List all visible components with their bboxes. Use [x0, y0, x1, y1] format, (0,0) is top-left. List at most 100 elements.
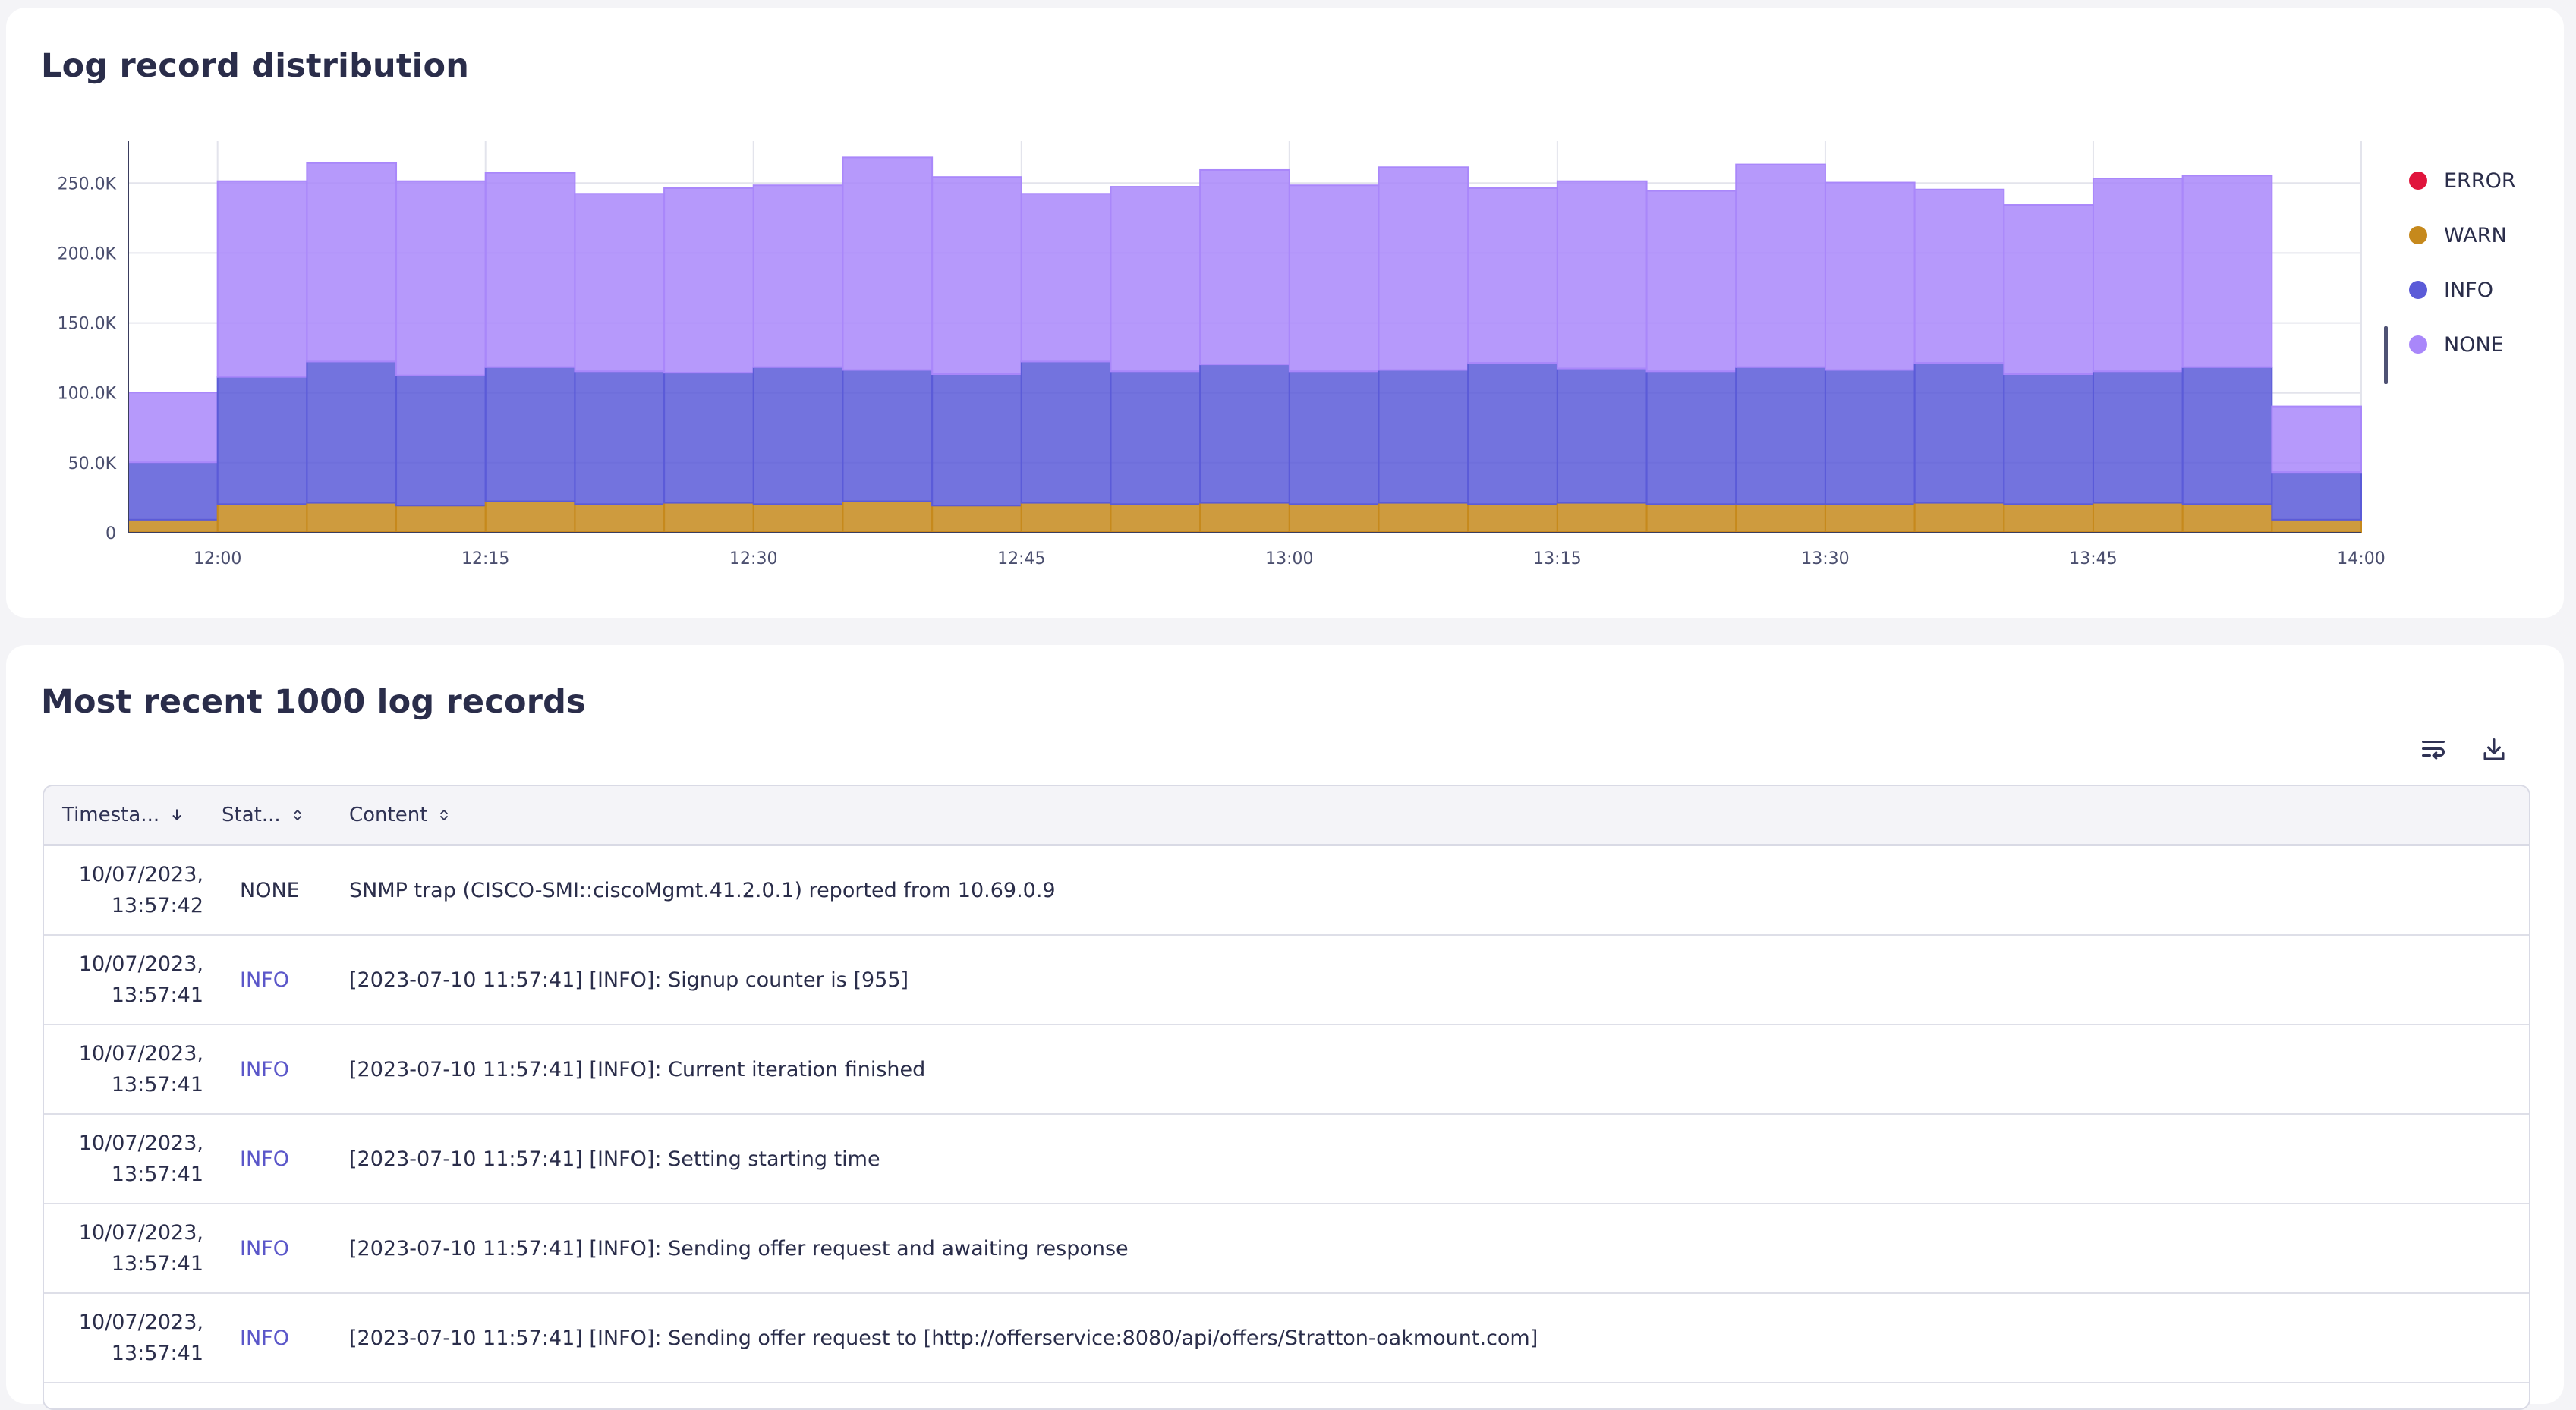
bar-segment-warn[interactable] [2181, 503, 2273, 533]
bar-segment-none[interactable] [1020, 193, 1112, 363]
bar-segment-warn[interactable] [395, 505, 487, 533]
content-cell: [2023-07-10 11:57:41] [INFO]: Sending of… [349, 1236, 1129, 1261]
timestamp-time: 13:57:42 [111, 894, 203, 917]
bar-segment-info[interactable] [1110, 370, 1201, 505]
bar-segment-info[interactable] [2181, 366, 2273, 505]
bar-segment-warn[interactable] [931, 505, 1022, 533]
bar-segment-none[interactable] [484, 172, 576, 368]
bar-segment-info[interactable] [1288, 370, 1380, 505]
bar-segment-none[interactable] [1288, 184, 1380, 373]
bar-segment-warn[interactable] [484, 500, 576, 533]
bar-segment-info[interactable] [2003, 373, 2094, 505]
bar-segment-none[interactable] [2092, 178, 2184, 373]
bar-segment-none[interactable] [931, 176, 1022, 376]
table-row[interactable]: 10/07/2023, 13:57:41 INFO [2023-07-10 11… [44, 1294, 2529, 1383]
bar-segment-info[interactable] [1645, 370, 1737, 505]
bar-segment-warn[interactable] [1913, 502, 2005, 533]
bar-segment-none[interactable] [2271, 405, 2363, 474]
bar-segment-none[interactable] [1645, 190, 1737, 373]
bar-segment-none[interactable] [842, 156, 934, 371]
bar-segment-info[interactable] [306, 360, 398, 504]
bar-segment-none[interactable] [1110, 186, 1201, 373]
column-header-status[interactable]: Stat... [213, 804, 340, 826]
legend-item-info[interactable]: INFO [2409, 263, 2553, 317]
bar-segment-warn[interactable] [752, 503, 844, 533]
bar-segment-none[interactable] [1556, 180, 1648, 370]
y-tick-label: 50.0K [68, 455, 117, 474]
bar-segment-none[interactable] [752, 184, 844, 368]
bar-segment-info[interactable] [1199, 364, 1290, 504]
table-row[interactable]: 10/07/2023, 13:57:42 NONE SNMP trap (CIS… [44, 846, 2529, 936]
bar-segment-info[interactable] [1913, 362, 2005, 504]
bar-segment-info[interactable] [1824, 369, 1916, 505]
bar-segment-warn[interactable] [1020, 502, 1112, 533]
bar-segment-info[interactable] [663, 372, 754, 504]
table-row[interactable]: 10/07/2023, 13:57:41 INFO [2023-07-10 11… [44, 1115, 2529, 1204]
bar-segment-warn[interactable] [128, 518, 219, 533]
bar-segment-warn[interactable] [2003, 503, 2094, 533]
legend-scrollbar[interactable] [2384, 326, 2388, 384]
bar-segment-none[interactable] [2003, 204, 2094, 376]
bar-segment-warn[interactable] [1735, 503, 1826, 533]
column-header-timestamp[interactable]: Timesta... [44, 804, 213, 826]
legend-item-warn[interactable]: WARN [2409, 208, 2553, 263]
bar-segment-warn[interactable] [1288, 503, 1380, 533]
legend-item-error[interactable]: ERROR [2409, 153, 2553, 208]
legend-item-none[interactable]: NONE [2409, 317, 2553, 372]
bar-segment-none[interactable] [306, 162, 398, 363]
bar-segment-warn[interactable] [1645, 503, 1737, 533]
bar-segment-warn[interactable] [216, 503, 308, 533]
table-row[interactable]: 10/07/2023, 13:57:41 INFO [2023-07-10 11… [44, 1025, 2529, 1115]
table-row[interactable]: 10/07/2023, 13:57:41 INFO [2023-07-10 11… [44, 936, 2529, 1025]
bar-segment-info[interactable] [1020, 360, 1112, 504]
bar-segment-none[interactable] [395, 180, 487, 376]
bar-segment-info[interactable] [2092, 370, 2184, 504]
bar-segment-info[interactable] [1556, 367, 1648, 504]
bar-segment-none[interactable] [1378, 166, 1469, 371]
bar-segment-info[interactable] [931, 373, 1022, 507]
bar-segment-none[interactable] [1199, 168, 1290, 366]
sort-toggle-icon[interactable] [291, 807, 304, 823]
bar-segment-info[interactable] [2271, 471, 2363, 521]
bar-segment-info[interactable] [842, 369, 934, 502]
table-row[interactable]: 10/07/2023, 13:57:41 INFO [2023-07-10 11… [44, 1204, 2529, 1294]
log-distribution-chart: 0 50.0K 100.0K 150.0K 200.0K 250.0K 12:00 12:15… [58, 141, 2385, 568]
bar-segment-warn[interactable] [1199, 502, 1290, 533]
bar-segment-info[interactable] [1467, 362, 1558, 505]
bar-segment-none[interactable] [128, 392, 219, 464]
bar-segment-info[interactable] [216, 376, 308, 505]
bar-segment-info[interactable] [395, 374, 487, 507]
timestamp-date: 10/07/2023, [78, 1311, 203, 1334]
bar-segment-info[interactable] [1735, 366, 1826, 505]
bar-segment-none[interactable] [2181, 175, 2273, 368]
bar-segment-info[interactable] [752, 366, 844, 505]
bar-segment-info[interactable] [574, 370, 666, 505]
download-button[interactable] [2474, 730, 2514, 770]
bar-segment-none[interactable] [1467, 187, 1558, 364]
bar-segment-warn[interactable] [2271, 518, 2363, 533]
bar-segment-info[interactable] [1378, 369, 1469, 504]
bar-segment-warn[interactable] [1824, 503, 1916, 533]
bar-segment-none[interactable] [1735, 163, 1826, 368]
bar-segment-warn[interactable] [663, 502, 754, 533]
bar-segment-warn[interactable] [574, 503, 666, 533]
sort-descending-icon[interactable] [170, 808, 184, 822]
sort-toggle-icon[interactable] [438, 807, 450, 823]
status-cell: NONE [240, 878, 300, 902]
bar-segment-warn[interactable] [1110, 503, 1201, 533]
bar-segment-warn[interactable] [306, 502, 398, 533]
bar-segment-info[interactable] [128, 461, 219, 521]
column-header-content[interactable]: Content [340, 804, 2529, 826]
bar-segment-none[interactable] [216, 180, 308, 378]
bar-segment-warn[interactable] [1556, 502, 1648, 533]
bar-segment-warn[interactable] [1378, 502, 1469, 533]
wrap-lines-button[interactable] [2414, 730, 2453, 770]
bar-segment-none[interactable] [663, 187, 754, 374]
bar-segment-none[interactable] [1913, 188, 2005, 364]
bar-segment-none[interactable] [574, 193, 666, 373]
bar-segment-info[interactable] [484, 366, 576, 502]
bar-segment-warn[interactable] [842, 500, 934, 533]
bar-segment-warn[interactable] [2092, 502, 2184, 533]
bar-segment-none[interactable] [1824, 181, 1916, 371]
bar-segment-warn[interactable] [1467, 503, 1558, 533]
